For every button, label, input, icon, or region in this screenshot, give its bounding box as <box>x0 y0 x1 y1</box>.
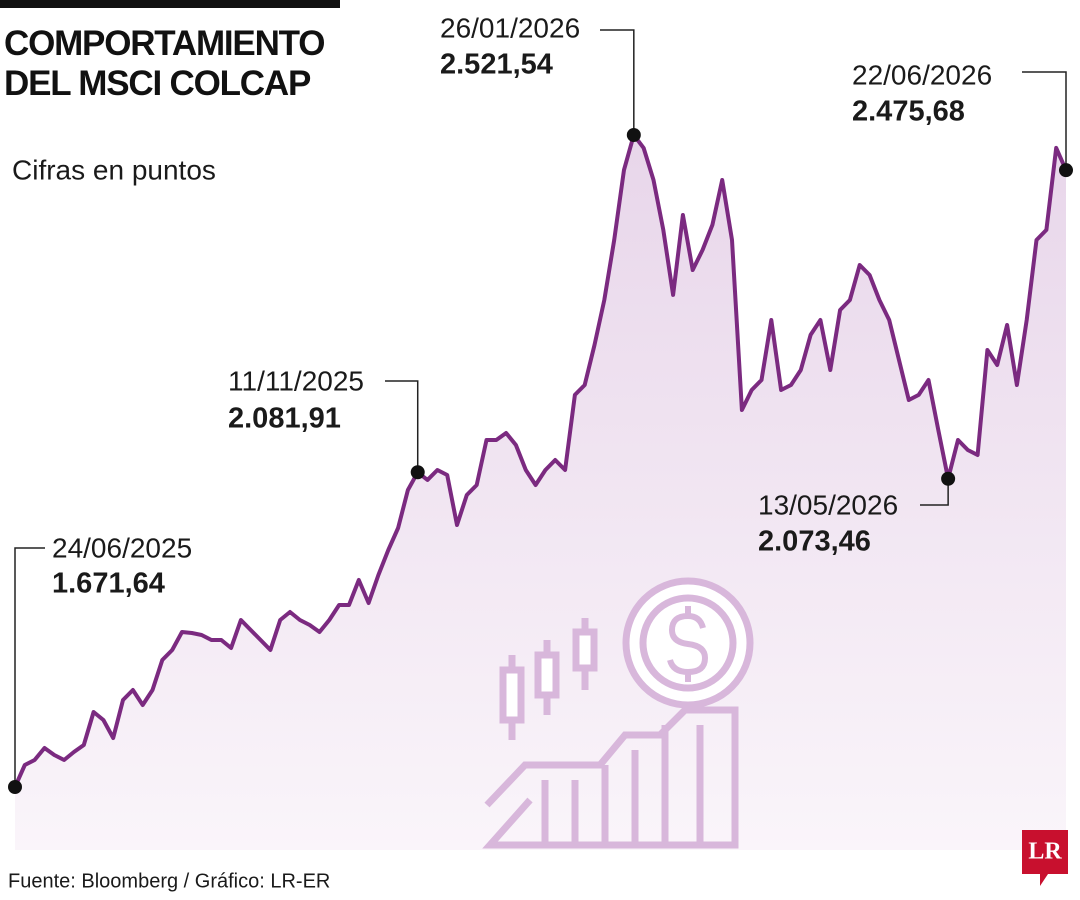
leader-line <box>920 478 949 506</box>
leader-line <box>600 29 635 135</box>
logo: LR <box>1028 839 1062 865</box>
point-marker <box>8 780 22 794</box>
leader-line <box>14 547 45 787</box>
leader-line <box>385 380 419 473</box>
leader-line <box>1022 71 1067 171</box>
annotation-date: 22/06/2026 <box>852 59 992 90</box>
subtitle: Cifras en puntos <box>12 154 216 185</box>
point-marker <box>1059 163 1073 178</box>
annotation-value: 1.671,64 <box>52 568 165 600</box>
line <box>13 133 1068 788</box>
top-bar <box>0 0 340 8</box>
logo-badge <box>1022 830 1068 886</box>
annotation-date: 13/05/2026 <box>758 489 898 520</box>
decor-icon <box>482 577 754 849</box>
point-marker <box>941 471 956 486</box>
area-fill <box>15 135 1066 850</box>
annotation-value: 2.521,54 <box>440 49 553 81</box>
chart-title: COMPORTAMIENTO DEL MSCI COLCAP <box>4 24 325 103</box>
annotation-value: 2.081,91 <box>228 403 341 435</box>
annotation-date: 24/06/2025 <box>52 532 192 563</box>
annotation-value: 2.475,68 <box>852 96 965 128</box>
annotation-date: 26/01/2026 <box>440 12 580 43</box>
annotation-date: 11/11/2025 <box>228 365 364 396</box>
plot <box>13 133 1068 850</box>
point-marker <box>626 128 641 142</box>
source: Fuente: Bloomberg / Gráfico: LR-ER <box>8 870 330 892</box>
point-marker <box>410 465 425 480</box>
annotation-value: 2.073,46 <box>758 526 871 558</box>
